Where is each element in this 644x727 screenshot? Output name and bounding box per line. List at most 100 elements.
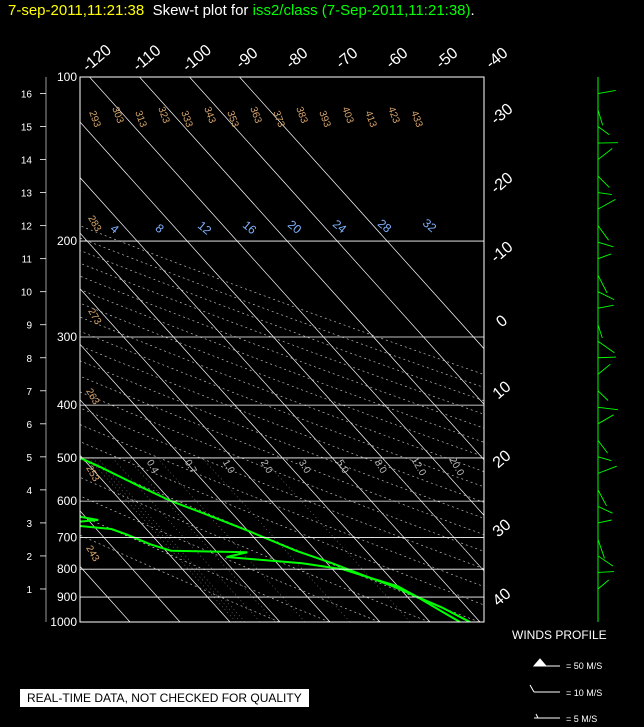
dry-adiabat (80, 289, 484, 443)
pressure-tick-label: 1000 (50, 615, 77, 629)
pressure-tick-label: 900 (57, 590, 77, 604)
dry-adiabat-label: 413 (362, 109, 378, 129)
mixing-ratio-line (112, 457, 261, 622)
dry-adiabat-label: 403 (339, 105, 355, 125)
dry-adiabat-label: 433 (408, 109, 424, 129)
mixing-ratio-line (97, 457, 246, 622)
dry-adiabat (80, 345, 484, 503)
right-temp-tick-label: -30 (488, 101, 517, 129)
wind-barb (597, 225, 609, 241)
plot-area (80, 77, 484, 622)
wind-barb (597, 109, 604, 126)
wind-barb (597, 89, 616, 94)
wind-barb (597, 324, 603, 339)
pressure-tick-label: 700 (57, 531, 77, 545)
isotherm-line (80, 232, 431, 622)
wind-barb (597, 414, 614, 425)
wind-barb (597, 241, 614, 248)
isotherm-line (189, 77, 484, 405)
wind-barb (597, 340, 615, 354)
dry-adiabat (80, 302, 484, 458)
dry-adiabat-label: 383 (293, 105, 309, 125)
wind-barb (597, 571, 615, 573)
mixing-ratio-label: 16 (240, 218, 259, 238)
isotherm-line (80, 510, 181, 622)
mixing-ratio-low-label: 1.0 (220, 458, 237, 476)
height-tick-label: 15 (21, 123, 33, 134)
dry-adiabat-label: 343 (201, 105, 217, 125)
dry-adiabat-label: 273 (85, 307, 103, 327)
dry-adiabat-label: 323 (155, 105, 171, 125)
wind-barb (597, 406, 618, 411)
dewpoint-trace (80, 515, 461, 622)
dry-adiabat (80, 495, 380, 622)
top-temp-tick-label: -120 (79, 42, 115, 76)
wind-barb (597, 440, 608, 454)
mixing-ratio-line (88, 457, 237, 622)
top-temp-tick-label: -90 (233, 45, 262, 73)
dry-adiabat (80, 360, 484, 519)
mixing-ratio-label: 4 (108, 221, 122, 236)
dry-adiabat (80, 391, 484, 552)
wind-legend-barb-50 (532, 658, 560, 667)
wind-barb (597, 519, 612, 524)
wind-legend-50: = 50 M/S (566, 661, 603, 671)
dry-adiabat-label: 293 (86, 109, 102, 129)
plot-frame (79, 76, 485, 623)
mixing-ratio-line (262, 457, 411, 622)
right-temp-tick-label: 10 (490, 378, 515, 403)
pressure-tick-label: 200 (57, 234, 77, 248)
mixing-ratio-low-label: 5.0 (334, 458, 351, 476)
isotherm-line (80, 288, 381, 622)
wind-legend-barb-10 (529, 684, 560, 693)
pressure-tick-label: 800 (57, 562, 77, 576)
right-temp-tick-label: 0 (493, 312, 511, 331)
wind-barb (597, 199, 616, 210)
top-temp-tick-label: -40 (483, 45, 512, 73)
height-tick-label: 8 (26, 354, 32, 365)
isotherm-line (89, 77, 484, 516)
pressure-tick-label: 500 (57, 451, 77, 465)
top-temp-tick-label: -50 (433, 45, 462, 73)
mixing-ratio-label: 32 (420, 216, 439, 236)
dry-adiabat-label: 423 (385, 105, 401, 125)
mixing-ratio-label: 12 (195, 218, 214, 238)
wind-legend-5: = 5 M/S (566, 714, 598, 724)
dry-adiabat-label: 353 (224, 109, 240, 129)
mixing-ratio-label: 24 (330, 217, 349, 237)
wind-barb (597, 489, 607, 507)
wind-barb (597, 192, 612, 196)
mixing-ratio-low-label: 20.0 (447, 456, 466, 479)
dry-adiabat (80, 262, 484, 415)
height-tick-label: 4 (26, 486, 32, 497)
isotherm-line (80, 454, 231, 622)
wind-barb (597, 555, 614, 567)
top-temp-tick-label: -100 (179, 42, 215, 76)
wind-barb (597, 456, 612, 462)
height-tick-label: 3 (26, 519, 32, 530)
height-tick-label: 13 (21, 189, 33, 200)
mixing-ratio-low-label: 8.0 (372, 458, 389, 476)
isotherm-line (80, 399, 281, 622)
wind-legend-barb-5 (534, 713, 560, 719)
wind-barb (597, 579, 609, 590)
dry-adiabat (80, 514, 330, 622)
title-end: . (470, 2, 475, 19)
mixing-ratio-line (157, 457, 306, 622)
dry-adiabat-label: 303 (109, 105, 125, 125)
dry-adiabat (80, 407, 484, 570)
pressure-tick-label: 300 (57, 330, 77, 344)
height-tick-label: 14 (21, 156, 33, 167)
dry-adiabat (80, 441, 484, 606)
dry-adiabat-label: 393 (316, 109, 332, 129)
height-tick-label: 11 (22, 255, 33, 266)
top-temp-tick-label: -110 (130, 42, 165, 75)
right-temp-tick-label: 40 (490, 585, 515, 610)
dry-adiabat (80, 375, 484, 536)
height-tick-label: 16 (21, 90, 33, 101)
dry-adiabat-label: 263 (83, 387, 101, 407)
wind-barb (597, 126, 610, 136)
right-temp-tick-label: -10 (488, 239, 517, 267)
dry-adiabat (80, 330, 484, 488)
